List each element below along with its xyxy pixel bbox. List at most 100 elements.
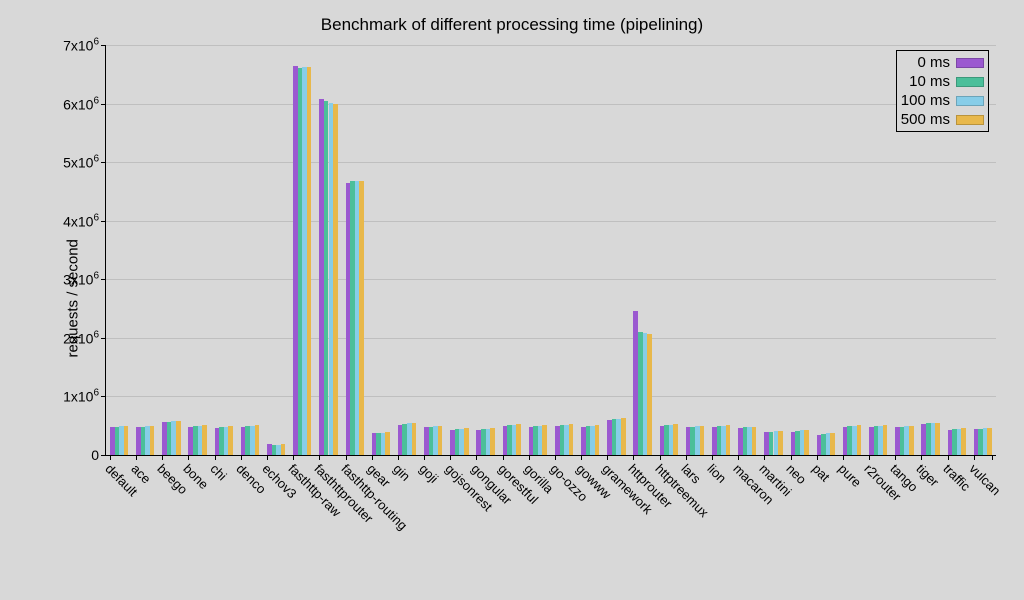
xtick-mark [791, 455, 792, 460]
xtick-label: lion [704, 461, 729, 486]
ytick-mark [101, 455, 106, 456]
gridline [106, 279, 996, 280]
bar [935, 423, 940, 456]
bar [987, 428, 992, 455]
xtick-mark [764, 455, 765, 460]
ytick-label: 5x106 [29, 154, 99, 171]
bar [307, 67, 312, 455]
bar [542, 425, 547, 455]
xtick-mark [319, 455, 320, 460]
xtick-mark [450, 455, 451, 460]
benchmark-chart: Benchmark of different processing time (… [0, 0, 1024, 600]
legend-item: 0 ms [901, 53, 984, 72]
xtick-mark [974, 455, 975, 460]
bar [700, 426, 705, 455]
legend-swatch [956, 115, 984, 125]
bar [752, 427, 757, 455]
legend: 0 ms10 ms100 ms500 ms [896, 50, 989, 132]
bar [778, 431, 783, 455]
legend-label: 0 ms [917, 53, 950, 72]
bar [595, 425, 600, 455]
ytick-mark [101, 221, 106, 222]
ytick-mark [101, 279, 106, 280]
legend-label: 10 ms [909, 72, 950, 91]
ytick-label: 0 [29, 447, 99, 463]
ytick-mark [101, 338, 106, 339]
bar [385, 432, 390, 455]
bar [228, 426, 233, 455]
ytick-label: 7x106 [29, 37, 99, 54]
xtick-mark [686, 455, 687, 460]
xtick-mark [136, 455, 137, 460]
chart-title: Benchmark of different processing time (… [0, 15, 1024, 35]
bar [726, 425, 731, 455]
bar [516, 424, 521, 455]
bar [621, 418, 626, 455]
bar [333, 104, 338, 455]
bar [255, 425, 260, 455]
legend-item: 100 ms [901, 91, 984, 110]
legend-swatch [956, 77, 984, 87]
xtick-mark [267, 455, 268, 460]
ytick-label: 2x106 [29, 330, 99, 347]
xtick-mark [738, 455, 739, 460]
xtick-mark [817, 455, 818, 460]
xtick-label: pat [809, 461, 832, 484]
bar [857, 425, 862, 455]
bar [176, 421, 181, 455]
bar [359, 181, 364, 455]
xtick-mark [503, 455, 504, 460]
legend-swatch [956, 58, 984, 68]
bar [909, 426, 914, 455]
legend-item: 500 ms [901, 110, 984, 129]
xtick-mark [948, 455, 949, 460]
plot-area [105, 45, 996, 456]
legend-item: 10 ms [901, 72, 984, 91]
bar [438, 426, 443, 455]
xtick-mark [215, 455, 216, 460]
xtick-mark [869, 455, 870, 460]
bar [961, 428, 966, 455]
gridline [106, 221, 996, 222]
xtick-mark [162, 455, 163, 460]
xtick-mark [843, 455, 844, 460]
ytick-mark [101, 104, 106, 105]
xtick-mark [581, 455, 582, 460]
xtick-label: traffic [940, 461, 973, 494]
bar [281, 444, 286, 455]
xtick-mark [346, 455, 347, 460]
xtick-mark [398, 455, 399, 460]
xtick-mark [895, 455, 896, 460]
ytick-label: 4x106 [29, 212, 99, 229]
xtick-mark [110, 455, 111, 460]
ytick-mark [101, 162, 106, 163]
bar [673, 424, 678, 455]
bar [412, 423, 417, 455]
legend-label: 500 ms [901, 110, 950, 129]
legend-label: 100 ms [901, 91, 950, 110]
xtick-mark [424, 455, 425, 460]
xtick-mark [372, 455, 373, 460]
xtick-label: gin [390, 461, 413, 484]
xtick-mark [921, 455, 922, 460]
bar [124, 426, 129, 455]
xtick-label: vulcan [966, 461, 1003, 498]
xtick-mark [607, 455, 608, 460]
xtick-label: goji [416, 461, 441, 486]
gridline [106, 104, 996, 105]
bar [490, 428, 495, 455]
gridline [106, 162, 996, 163]
xtick-mark [188, 455, 189, 460]
ytick-label: 6x106 [29, 95, 99, 112]
bar [647, 334, 652, 455]
xtick-mark [712, 455, 713, 460]
bar [569, 424, 574, 455]
bar [830, 433, 835, 455]
ytick-mark [101, 45, 106, 46]
xtick-mark [529, 455, 530, 460]
bar [202, 425, 207, 455]
xtick-mark [241, 455, 242, 460]
gridline [106, 45, 996, 46]
bar [883, 425, 888, 455]
xtick-mark [992, 455, 993, 460]
